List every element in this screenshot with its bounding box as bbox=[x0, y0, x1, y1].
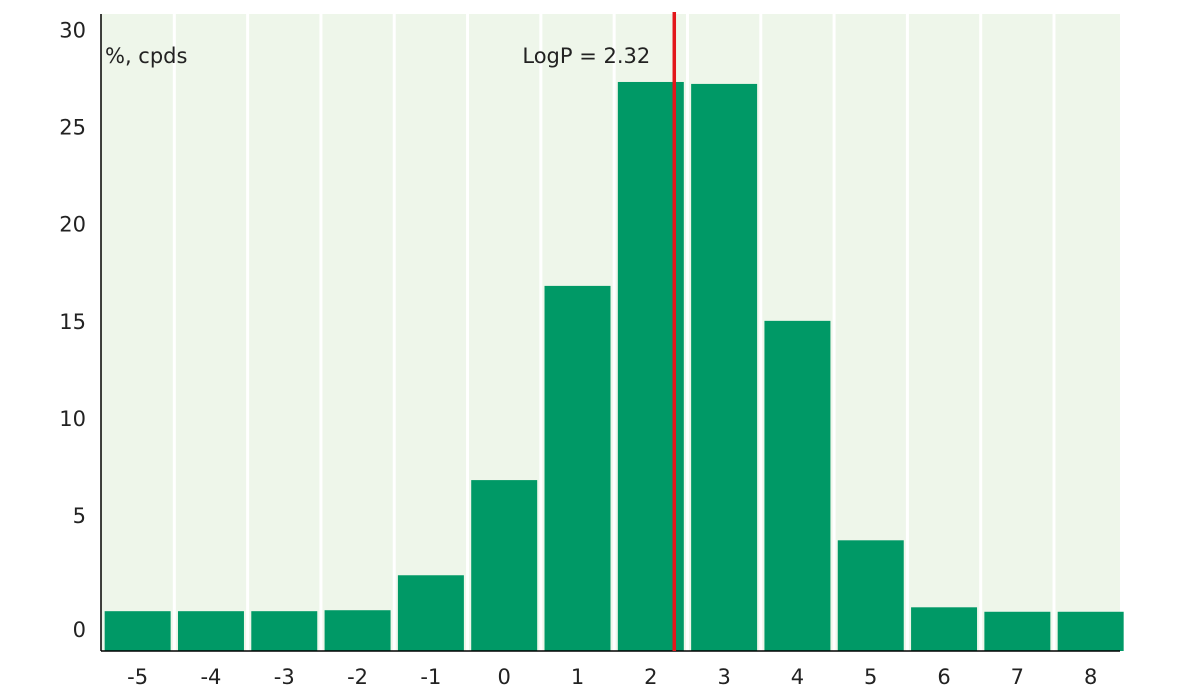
x-tick-label: 0 bbox=[498, 665, 511, 689]
y-tick-label: 30 bbox=[59, 19, 86, 43]
x-tick-label: -1 bbox=[420, 665, 441, 689]
bar-1 bbox=[544, 285, 611, 651]
x-tick-label: 8 bbox=[1084, 665, 1097, 689]
x-tick-labels: -5 -4 -3 -2 -1 0 1 2 3 4 5 6 7 8 bbox=[127, 665, 1097, 689]
y-tick-label: 5 bbox=[73, 504, 86, 528]
y-tick-label: 10 bbox=[59, 407, 86, 431]
bar--4 bbox=[177, 611, 244, 651]
x-tick-label: 1 bbox=[571, 665, 584, 689]
bar-6 bbox=[911, 607, 978, 651]
y-tick-labels: 0 5 10 15 20 25 30 bbox=[59, 19, 86, 643]
bar--5 bbox=[104, 611, 171, 651]
bar-8 bbox=[1057, 611, 1124, 651]
logp-reference-label: LogP = 2.32 bbox=[522, 44, 650, 68]
bar-3 bbox=[691, 83, 758, 652]
x-tick-label: -2 bbox=[347, 665, 368, 689]
x-tick-label: 7 bbox=[1011, 665, 1024, 689]
bar--1 bbox=[397, 575, 464, 651]
bar--2 bbox=[324, 610, 391, 651]
x-tick-label: 3 bbox=[717, 665, 730, 689]
x-tick-label: 4 bbox=[791, 665, 804, 689]
x-tick-label: 6 bbox=[937, 665, 950, 689]
bar-5 bbox=[837, 540, 904, 651]
y-tick-label: 20 bbox=[59, 213, 86, 237]
y-axis-unit-label: %, cpds bbox=[105, 44, 187, 68]
x-tick-label: -4 bbox=[200, 665, 221, 689]
x-tick-label: -5 bbox=[127, 665, 148, 689]
y-tick-label: 0 bbox=[73, 618, 86, 642]
bar--3 bbox=[251, 611, 318, 651]
x-tick-label: 2 bbox=[644, 665, 657, 689]
bar-0 bbox=[471, 480, 538, 651]
x-tick-label: -3 bbox=[274, 665, 295, 689]
y-tick-label: 15 bbox=[59, 310, 86, 334]
vertical-grid bbox=[172, 14, 1056, 651]
y-tick-label: 25 bbox=[59, 116, 86, 140]
bar-4 bbox=[764, 320, 831, 651]
x-tick-label: 5 bbox=[864, 665, 877, 689]
bar-7 bbox=[984, 611, 1051, 651]
